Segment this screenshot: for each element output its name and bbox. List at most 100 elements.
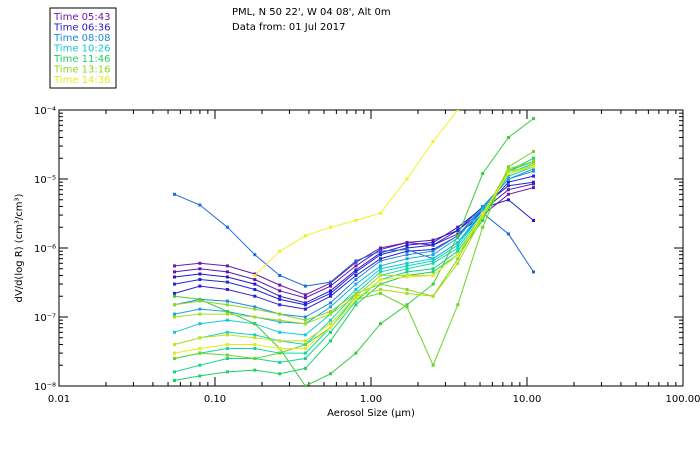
- data-point: [198, 203, 202, 207]
- data-point: [303, 303, 307, 307]
- data-point: [278, 283, 282, 287]
- data-point: [405, 253, 409, 257]
- data-point: [532, 159, 535, 163]
- data-point: [253, 343, 257, 346]
- data-point: [379, 288, 382, 291]
- data-point: [431, 243, 435, 247]
- data-point: [278, 274, 282, 277]
- data-point: [405, 243, 409, 247]
- data-point: [532, 180, 535, 184]
- data-point: [532, 156, 535, 160]
- data-point: [379, 291, 382, 295]
- y-tick-label: 10⁻⁷: [34, 313, 56, 324]
- data-point: [456, 249, 460, 253]
- data-point: [431, 282, 435, 286]
- data-point: [354, 303, 358, 307]
- data-point: [431, 261, 435, 265]
- data-point: [173, 315, 176, 319]
- data-point: [456, 303, 460, 307]
- data-point: [329, 318, 332, 322]
- data-point: [329, 310, 332, 313]
- data-point: [278, 360, 282, 364]
- data-point: [278, 303, 282, 307]
- data-point: [354, 297, 358, 301]
- x-axis: 0.01 0.10 1.00 10.00 100.00: [48, 110, 700, 405]
- data-point: [532, 117, 535, 121]
- data-point: [329, 372, 332, 376]
- data-point: [532, 163, 535, 167]
- series-line: [174, 187, 534, 296]
- data-point: [253, 288, 257, 291]
- series-line: [174, 164, 534, 346]
- data-point: [379, 248, 382, 251]
- data-point: [253, 294, 257, 298]
- data-point: [198, 307, 202, 311]
- data-point: [198, 347, 202, 350]
- data-point: [253, 322, 257, 326]
- data-point: [225, 310, 229, 313]
- data-point: [379, 278, 382, 281]
- data-point: [532, 169, 535, 173]
- data-point: [481, 215, 485, 219]
- data-point: [431, 294, 435, 298]
- data-point: [173, 351, 176, 355]
- data-point: [481, 206, 485, 210]
- data-point: [225, 343, 229, 346]
- data-point: [456, 225, 460, 229]
- data-point: [329, 294, 332, 298]
- data-point: [225, 303, 229, 307]
- data-point: [225, 370, 229, 374]
- y-tick-label: 10⁻⁴: [34, 106, 56, 117]
- data-point: [506, 232, 510, 236]
- data-point: [354, 268, 358, 272]
- series-line: [174, 199, 534, 304]
- data-point: [506, 174, 510, 178]
- data-point: [225, 275, 229, 279]
- data-point: [354, 259, 358, 263]
- data-point: [506, 172, 510, 175]
- data-point: [379, 274, 382, 277]
- data-point: [198, 363, 202, 367]
- series-line: [174, 162, 534, 359]
- x-axis-label: Aerosol Size (μm): [327, 408, 415, 419]
- data-point: [456, 246, 460, 250]
- data-point: [173, 303, 176, 307]
- data-point: [303, 347, 307, 350]
- data-point: [278, 330, 282, 334]
- data-point: [405, 270, 409, 274]
- data-point: [506, 136, 510, 139]
- data-point: [431, 241, 435, 244]
- legend-entry: Time 06:36: [53, 23, 110, 34]
- data-point: [456, 228, 460, 232]
- series-line: [174, 164, 534, 345]
- data-point: [278, 347, 282, 350]
- data-point: [198, 336, 202, 340]
- data-point: [405, 288, 409, 291]
- data-point: [329, 322, 332, 326]
- data-point: [405, 267, 409, 271]
- data-point: [303, 333, 307, 337]
- data-point: [198, 374, 202, 378]
- data-point: [431, 259, 435, 263]
- data-point: [225, 353, 229, 357]
- series-group: [173, 110, 535, 386]
- legend-entry: Time 13:16: [53, 65, 110, 76]
- data-point: [225, 280, 229, 284]
- data-point: [278, 351, 282, 355]
- data-point: [253, 315, 257, 319]
- data-point: [329, 330, 332, 334]
- data-point: [303, 357, 307, 360]
- series-line: [174, 166, 534, 336]
- data-point: [225, 299, 229, 303]
- data-point: [198, 299, 202, 303]
- data-point: [431, 363, 435, 367]
- data-point: [225, 357, 229, 360]
- data-point: [329, 301, 332, 305]
- data-point: [481, 213, 485, 217]
- location-header: PML, N 50 22', W 04 08', Alt 0m: [232, 7, 391, 18]
- data-point: [379, 267, 382, 271]
- data-point: [253, 282, 257, 286]
- data-point: [532, 219, 535, 222]
- data-point: [405, 275, 409, 279]
